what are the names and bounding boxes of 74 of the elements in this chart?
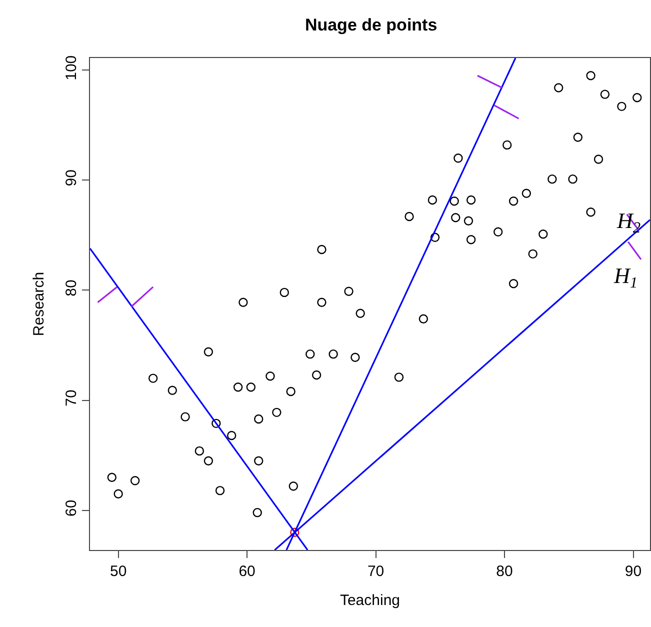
point xyxy=(312,370,322,380)
point xyxy=(573,132,583,142)
point xyxy=(451,213,460,222)
point xyxy=(466,235,476,244)
point xyxy=(317,298,326,307)
point xyxy=(107,472,116,482)
point xyxy=(356,308,365,318)
point xyxy=(252,508,262,518)
point xyxy=(168,386,177,395)
point xyxy=(272,408,282,418)
chart-title: Nuage de points xyxy=(304,16,438,35)
point xyxy=(404,212,414,222)
y-tick-label: 100 xyxy=(63,55,80,80)
point xyxy=(418,314,428,324)
point xyxy=(522,188,532,198)
point xyxy=(394,372,404,382)
point xyxy=(568,174,578,184)
point xyxy=(528,249,538,259)
point xyxy=(233,382,243,392)
point xyxy=(617,102,626,112)
point xyxy=(454,154,463,163)
point xyxy=(586,207,596,217)
point xyxy=(428,195,438,205)
y-tick-label: 70 xyxy=(63,390,80,406)
point xyxy=(594,154,604,164)
y-tick-label: 90 xyxy=(63,170,80,186)
point xyxy=(254,456,264,466)
annotation: H$_{1}$ xyxy=(613,263,638,292)
y-axis-title: Research xyxy=(30,272,48,336)
point xyxy=(328,349,338,359)
point xyxy=(288,482,298,491)
point xyxy=(586,71,596,80)
point xyxy=(466,195,476,205)
y-tick-label: 80 xyxy=(63,280,80,296)
point xyxy=(227,430,236,440)
point xyxy=(464,216,474,226)
point xyxy=(286,386,296,396)
point xyxy=(254,414,264,424)
point xyxy=(212,418,221,428)
point xyxy=(194,446,204,456)
point xyxy=(266,371,275,381)
point xyxy=(538,230,548,239)
point xyxy=(215,486,225,496)
y-tick-label: 60 xyxy=(63,500,80,516)
point xyxy=(238,298,248,307)
x-tick-label: 50 xyxy=(110,563,127,580)
x-axis-title: Teaching xyxy=(340,592,400,609)
point xyxy=(548,174,557,184)
point xyxy=(350,352,360,362)
point xyxy=(554,83,564,92)
point xyxy=(130,476,140,486)
x-tick-label: 60 xyxy=(238,563,256,580)
point xyxy=(306,349,315,359)
x-tick-label: 70 xyxy=(367,563,384,580)
point xyxy=(290,528,300,537)
point xyxy=(246,382,256,392)
point xyxy=(508,279,518,288)
point xyxy=(204,347,214,356)
point xyxy=(148,374,158,383)
point xyxy=(600,90,610,99)
point xyxy=(450,196,459,206)
point xyxy=(317,244,326,254)
point xyxy=(493,227,503,237)
point xyxy=(114,489,123,498)
point xyxy=(180,412,190,422)
point xyxy=(204,456,214,466)
point xyxy=(280,288,289,298)
x-tick-label: 90 xyxy=(624,563,642,580)
point xyxy=(344,286,354,296)
point xyxy=(502,140,512,150)
point xyxy=(632,93,642,102)
point xyxy=(508,196,518,206)
point xyxy=(430,232,440,242)
x-tick-label: 80 xyxy=(496,563,513,580)
